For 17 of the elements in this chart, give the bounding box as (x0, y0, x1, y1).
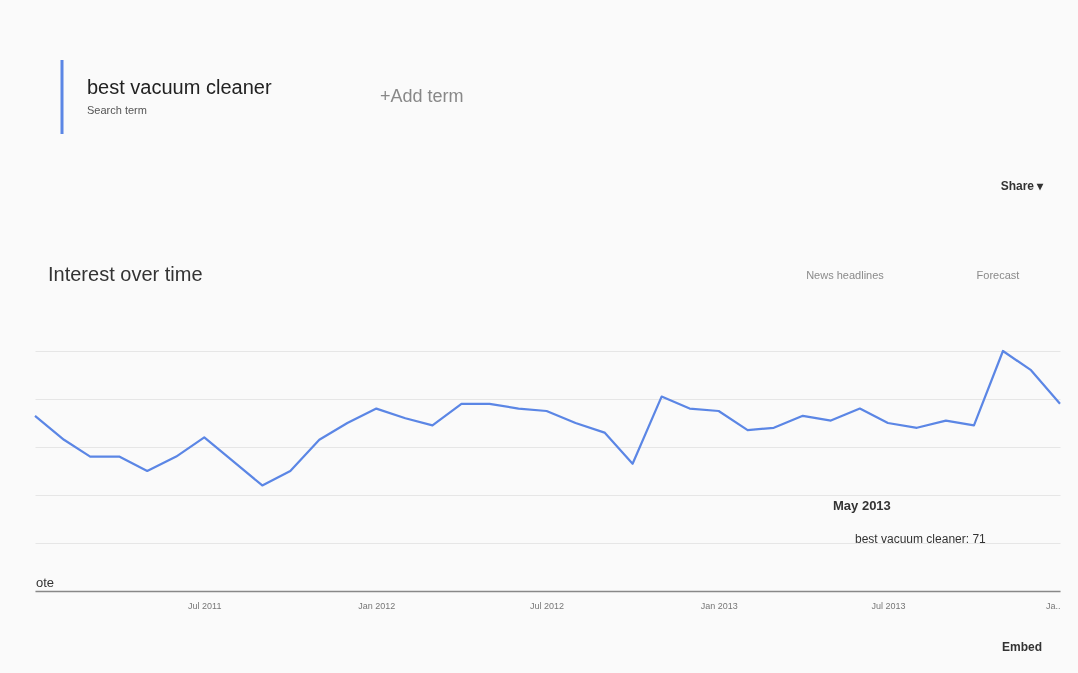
text: Search term (87, 104, 147, 116)
x-tick-label: Ja.. (1045, 600, 1061, 611)
chart-title: Interest over time (48, 263, 203, 285)
x-tick-label: Jul 2012 (530, 600, 565, 611)
text: +Add term (380, 86, 464, 106)
text: Share ▾ (1000, 179, 1045, 193)
text: Embed (1001, 640, 1043, 654)
x-tick-label: Jul 2013 (871, 600, 906, 611)
x-tick-label: Jul 2011 (188, 600, 222, 611)
text: best vacuum cleaner (87, 76, 272, 98)
text: Forecast (976, 269, 1020, 281)
x-tick-label: Jan 2013 (700, 600, 738, 611)
annotation: May 2013 (833, 498, 891, 513)
annotation: best vacuum cleaner: 71 (855, 532, 987, 546)
annotation: ote (36, 575, 55, 590)
x-tick-label: Jan 2012 (358, 600, 396, 611)
text: News headlines (806, 269, 885, 281)
